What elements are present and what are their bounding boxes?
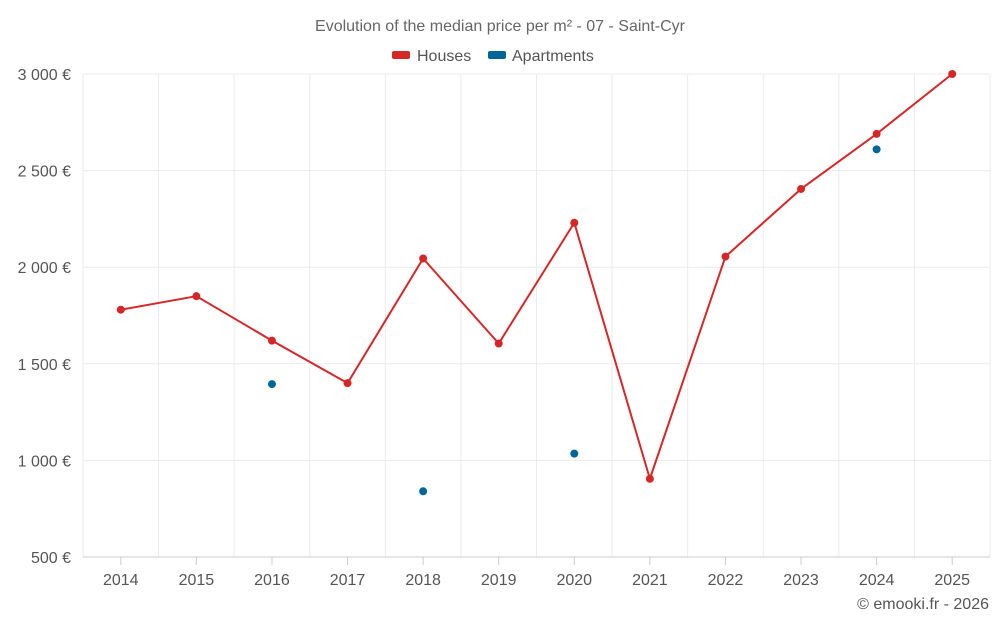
x-axis: 2014 2015 2016 2017 2018 2019 2020 2021 2022 2023… (83, 556, 990, 589)
data-point-apartments[interactable] (872, 145, 881, 154)
data-point-houses[interactable] (948, 70, 957, 78)
legend-swatch-houses (392, 51, 410, 59)
y-tick-label: 500 € (31, 550, 71, 567)
x-tick-label: 2023 (783, 572, 819, 589)
grid (82, 73, 991, 557)
y-tick-label: 2 000 € (18, 260, 71, 277)
y-tick-label: 1 500 € (18, 357, 71, 374)
legend-item-apartments[interactable]: Apartments (488, 48, 594, 65)
y-tick-label: 2 500 € (18, 164, 71, 181)
legend-label-apartments: Apartments (512, 48, 594, 65)
legend-swatch-apartments (488, 51, 506, 59)
legend-item-houses[interactable]: Houses (392, 48, 471, 65)
x-tick-label: 2025 (934, 572, 970, 589)
x-tick-label: 2024 (859, 572, 895, 589)
legend: Houses Apartments (392, 48, 594, 65)
series-line-houses (119, 73, 954, 480)
data-point-apartments[interactable] (570, 449, 579, 458)
data-point-apartments[interactable] (419, 487, 428, 496)
data-point-houses[interactable] (267, 336, 276, 345)
data-point-houses[interactable] (645, 474, 654, 483)
x-tick-label: 2017 (330, 572, 366, 589)
data-point-houses[interactable] (192, 292, 201, 301)
series-layer (116, 70, 957, 496)
x-tick-label: 2018 (405, 572, 441, 589)
x-tick-label: 2014 (103, 572, 139, 589)
y-axis: 500 € 1 000 € 1 500 € 2 000 € 2 500 € 3 000 € (18, 67, 71, 567)
credit-text: © emooki.fr - 2026 (857, 596, 989, 613)
y-tick-label: 3 000 € (18, 67, 71, 84)
series-houses (116, 70, 957, 483)
data-point-houses[interactable] (343, 379, 352, 388)
data-point-houses[interactable] (721, 252, 730, 261)
data-point-houses[interactable] (419, 254, 428, 263)
x-tick-label: 2022 (708, 572, 744, 589)
data-point-houses[interactable] (570, 218, 579, 227)
x-tick-label: 2019 (481, 572, 517, 589)
x-tick-label: 2021 (632, 572, 668, 589)
data-point-houses[interactable] (494, 339, 503, 348)
series-apartments (267, 145, 881, 496)
x-tick-label: 2015 (179, 572, 215, 589)
data-point-houses[interactable] (797, 184, 806, 193)
legend-label-houses: Houses (417, 48, 471, 65)
data-point-houses[interactable] (116, 305, 125, 314)
chart-title: Evolution of the median price per m² - 0… (315, 18, 686, 35)
data-point-houses[interactable] (872, 129, 881, 138)
data-point-apartments[interactable] (267, 380, 276, 389)
x-tick-label: 2020 (556, 572, 592, 589)
y-tick-label: 1 000 € (18, 453, 71, 470)
x-tick-label: 2016 (254, 572, 290, 589)
